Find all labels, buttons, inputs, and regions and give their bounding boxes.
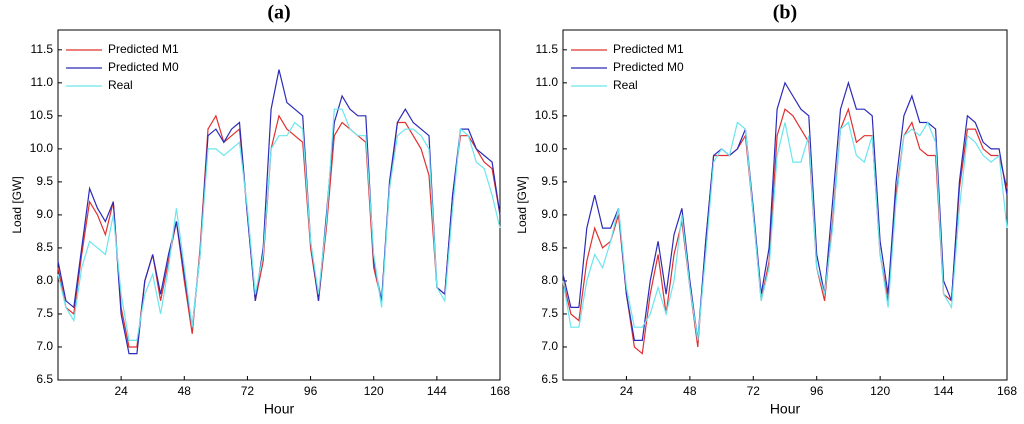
x-tick-label: 24 [114,384,128,398]
x-tick-label: 168 [490,384,510,398]
x-tick-label: 96 [304,384,318,398]
x-tick-label: 24 [620,384,634,398]
x-tick-label: 168 [997,384,1017,398]
y-tick-label: 8.5 [36,240,53,254]
x-tick-label: 120 [870,384,890,398]
y-tick-label: 6.5 [541,372,558,386]
series-line [57,114,501,348]
x-tick-label: 144 [934,384,954,398]
y-tick-label: 9.5 [541,174,558,188]
plot-frame [562,29,1008,381]
x-tick-label: 48 [178,384,192,398]
y-tick-label: 10.0 [30,141,54,155]
x-tick-label: 72 [241,384,255,398]
x-tick-label: 96 [810,384,824,398]
x-axis-label: Hour [264,401,295,417]
y-tick-label: 7.0 [541,339,558,353]
y-tick-label: 11.0 [536,75,559,89]
series-line [562,107,1008,355]
chart-panel: (b) 6.5 7.0 7.5 8.0 8.5 9.0 9.5 10.0 10.5 11.0 11.5… [515,2,1017,417]
legend-label: Predicted M1 [108,42,179,56]
y-tick-label: 10.5 [535,108,559,122]
y-tick-label: 7.0 [36,339,53,353]
y-tick-label: 9.0 [36,207,53,221]
y-tick-label: 11.5 [31,42,54,56]
y-tick-label: 9.5 [36,174,53,188]
chart-panel: (a) 6.5 7.0 7.5 8.0 8.5 9.0 9.5 10.0 10.5 11.0 11.5… [10,2,510,417]
legend-label: Real [108,78,133,92]
legend-label: Predicted M0 [613,60,684,74]
x-tick-label: 48 [683,384,697,398]
x-tick-label: 144 [427,384,447,398]
y-tick-label: 11.5 [536,42,559,56]
y-tick-label: 7.5 [36,306,53,320]
legend-label: Predicted M0 [108,60,179,74]
y-tick-label: 10.5 [30,108,54,122]
legend-label: Predicted M1 [613,42,684,56]
panel-title: (a) [267,2,290,24]
y-tick-label: 7.5 [541,306,558,320]
y-tick-label: 11.0 [31,75,54,89]
x-tick-label: 120 [364,384,384,398]
x-tick-label: 72 [747,384,761,398]
plot-frame [57,29,501,381]
y-tick-label: 8.5 [541,240,558,254]
x-axis-label: Hour [770,401,801,417]
y-tick-label: 10.0 [535,141,559,155]
legend-label: Real [613,78,638,92]
series-line [57,69,501,355]
series-line [562,80,1008,341]
y-axis-label: Load [GW] [515,176,529,233]
series-line [57,108,501,341]
y-axis-label: Load [GW] [10,176,24,233]
panel-title: (b) [773,2,797,24]
y-tick-label: 8.0 [541,273,558,287]
series-line [562,121,1008,341]
y-tick-label: 6.5 [36,372,53,386]
y-tick-label: 8.0 [36,273,53,287]
y-tick-label: 9.0 [541,207,558,221]
